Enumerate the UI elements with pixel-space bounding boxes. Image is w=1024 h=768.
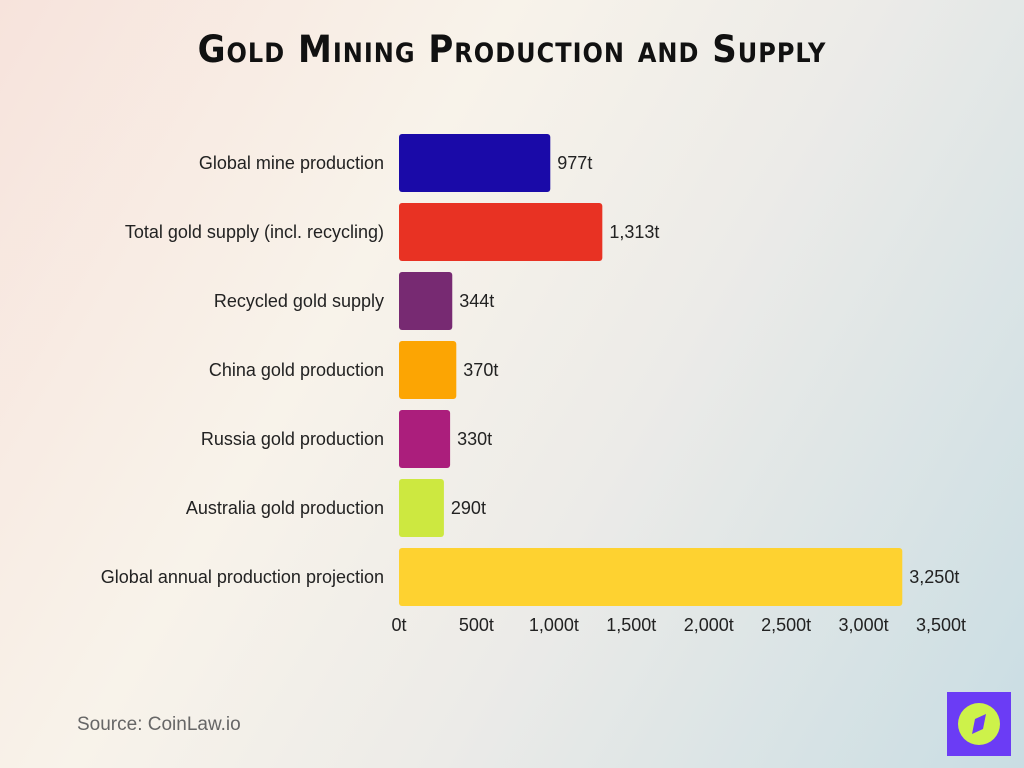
data-label: 3,250t xyxy=(909,567,959,587)
bar xyxy=(399,410,451,468)
category-label: Russia gold production xyxy=(201,429,384,449)
data-label: 344t xyxy=(459,291,494,311)
category-label: Australia gold production xyxy=(186,498,384,518)
bar xyxy=(399,479,444,537)
data-label: 370t xyxy=(463,360,498,380)
category-label: Total gold supply (incl. recycling) xyxy=(125,222,384,242)
tick-label: 3,000t xyxy=(839,615,889,635)
bar xyxy=(399,272,453,330)
tick-label: 500t xyxy=(459,615,494,635)
logo xyxy=(947,692,1011,756)
tick-label: 0t xyxy=(391,615,406,635)
data-label: 1,313t xyxy=(609,222,659,242)
tick-label: 1,000t xyxy=(529,615,579,635)
chart-title: Gold Mining Production and Supply xyxy=(197,28,827,72)
compass-icon xyxy=(958,703,1000,745)
tick-label: 1,500t xyxy=(606,615,656,635)
category-label: Global mine production xyxy=(199,153,384,173)
source-note: Source: CoinLaw.io xyxy=(77,714,241,735)
tick-label: 3,500t xyxy=(916,615,966,635)
bar xyxy=(399,341,457,399)
category-label: Recycled gold supply xyxy=(214,291,384,311)
category-label: Global annual production projection xyxy=(101,567,384,587)
tick-label: 2,500t xyxy=(761,615,811,635)
data-label: 977t xyxy=(557,153,592,173)
bar xyxy=(399,134,551,192)
bar xyxy=(399,203,603,261)
data-label: 330t xyxy=(457,429,492,449)
data-label: 290t xyxy=(451,498,486,518)
tick-label: 2,000t xyxy=(684,615,734,635)
bar xyxy=(399,548,903,606)
category-label: China gold production xyxy=(209,360,384,380)
